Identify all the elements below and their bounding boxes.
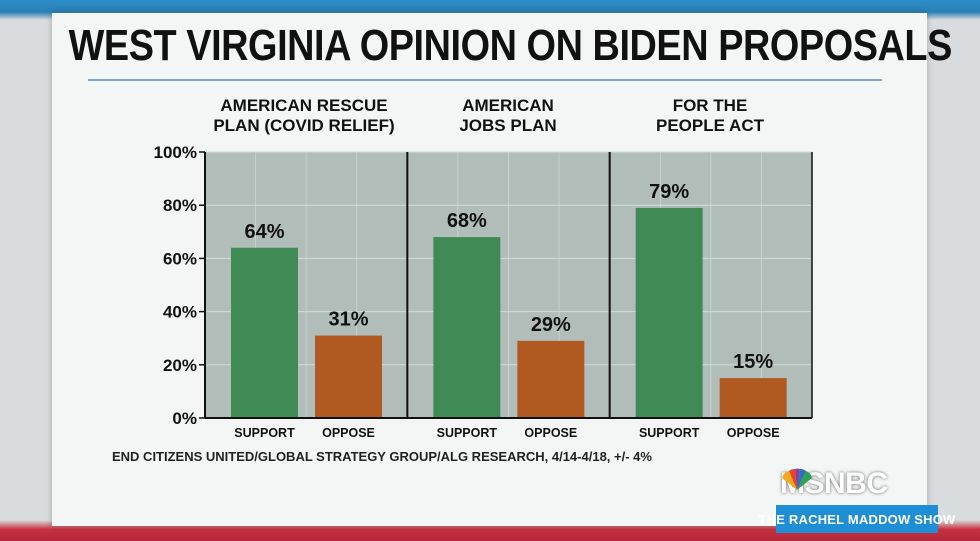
- bar-oppose: [517, 340, 585, 418]
- y-tick-label: 60%: [163, 249, 197, 268]
- data-label: 15%: [733, 351, 773, 373]
- bar-oppose: [719, 378, 787, 418]
- group-label-american-jobs-plan: AMERICAN JOBS PLAN: [459, 96, 557, 135]
- data-label: 64%: [244, 221, 284, 243]
- peacock-icon: [782, 468, 812, 490]
- bar-support: [433, 237, 501, 418]
- x-category-label: OPPOSE: [727, 426, 780, 440]
- data-label: 79%: [649, 181, 689, 203]
- x-category-label: OPPOSE: [322, 426, 375, 440]
- data-label: 29%: [531, 314, 571, 336]
- x-category-label: SUPPORT: [234, 426, 295, 440]
- group-label-for-the-people-act: FOR THE PEOPLE ACT: [656, 96, 764, 135]
- y-tick-label: 0%: [172, 409, 197, 428]
- msnbc-logo: MSNBC: [778, 466, 938, 502]
- bar-support: [635, 207, 703, 418]
- y-tick-label: 40%: [163, 303, 197, 322]
- chart-title: WEST VIRGINIA OPINION ON BIDEN PROPOSALS: [68, 21, 953, 70]
- x-category-label: OPPOSE: [524, 426, 577, 440]
- source-note: END CITIZENS UNITED/GLOBAL STRATEGY GROU…: [112, 449, 652, 464]
- bar-oppose: [315, 335, 382, 418]
- y-tick-label: 100%: [154, 143, 197, 162]
- bar-support: [231, 247, 298, 418]
- x-category-label: SUPPORT: [437, 426, 498, 440]
- show-name: THE RACHEL MADDOW SHOW: [759, 505, 955, 533]
- y-tick-label: 80%: [163, 196, 197, 215]
- data-label: 68%: [447, 210, 487, 232]
- group-label-american-rescue-plan: AMERICAN RESCUE PLAN (COVID RELIEF): [213, 96, 395, 135]
- data-label: 31%: [328, 309, 368, 331]
- x-category-label: SUPPORT: [639, 426, 700, 440]
- y-tick-label: 20%: [163, 356, 197, 375]
- title-rule: [88, 79, 882, 81]
